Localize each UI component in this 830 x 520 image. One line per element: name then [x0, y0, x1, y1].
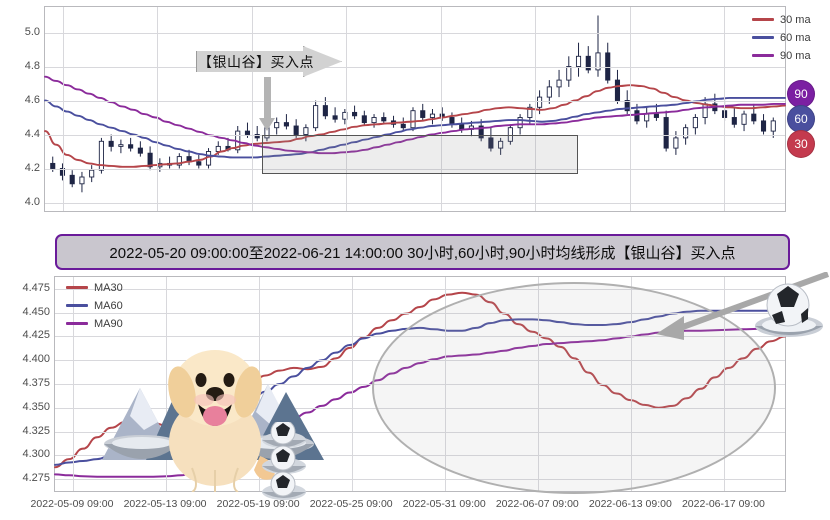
gridline	[55, 431, 785, 433]
y-axis-tick-label: 4.425	[22, 329, 50, 342]
gridline	[55, 455, 785, 457]
legend-label: 30 ma	[780, 13, 811, 26]
y-axis-tick-label: 4.375	[22, 377, 50, 389]
bottom-chart-plot-area	[54, 276, 786, 492]
vertical-gridline	[724, 277, 726, 491]
y-axis-tick-label: 4.2	[24, 161, 40, 174]
vertical-gridline	[352, 277, 354, 491]
vertical-gridline	[157, 7, 159, 211]
vertical-gridline	[259, 277, 261, 491]
vertical-gridline	[251, 7, 253, 211]
ma30-badge-label: 30	[794, 137, 808, 151]
legend-label: 60 ma	[780, 31, 811, 44]
ma-line-ma60	[54, 309, 786, 466]
y-axis-tick-label: 4.6	[24, 93, 40, 106]
vertical-gridline	[63, 7, 64, 211]
silver-valley-summary-banner: 2022-05-20 09:00:00至2022-06-21 14:00:00 …	[55, 234, 790, 270]
vertical-gridline	[445, 277, 447, 491]
legend-swatch-icon	[66, 286, 88, 289]
vertical-gridline	[629, 7, 631, 211]
x-axis-tick-label: 2022-05-25 09:00	[309, 498, 393, 510]
buy-point-callout-label: 【银山谷】买入点	[198, 53, 314, 70]
legend-label: 90 ma	[780, 49, 811, 62]
gridline	[55, 288, 785, 290]
top-chart-series-canvas	[44, 15, 786, 193]
gridline	[45, 168, 785, 170]
ma-line-60ma	[44, 96, 786, 159]
bottom-chart-legend: MA30 MA60 MA90	[66, 280, 146, 334]
bottom-legend-item[interactable]: MA90	[66, 316, 146, 331]
callout-arrow-head-icon	[259, 118, 275, 131]
ma60-badge-label: 60	[794, 112, 808, 126]
ma90-badge-label: 90	[794, 87, 808, 101]
y-axis-tick-label: 4.400	[22, 353, 50, 366]
vertical-gridline	[440, 7, 442, 211]
gridline	[55, 312, 785, 314]
vertical-gridline	[73, 277, 74, 491]
x-axis-tick-label: 2022-05-13 09:00	[123, 498, 207, 510]
legend-label: MA90	[94, 317, 123, 330]
x-axis-tick-label: 2022-06-17 09:00	[681, 498, 765, 510]
vertical-gridline	[346, 7, 348, 211]
top-legend-item[interactable]: 90 ma	[752, 48, 826, 63]
legend-swatch-icon	[66, 322, 88, 325]
y-axis-tick-label: 4.275	[22, 472, 50, 485]
y-axis-tick-label: 4.8	[24, 59, 40, 72]
legend-label: MA60	[94, 299, 123, 312]
gridline	[45, 32, 785, 34]
legend-swatch-icon	[752, 18, 774, 21]
vertical-gridline	[535, 7, 537, 211]
callout-arrow-stem	[264, 77, 271, 123]
y-axis-tick-label: 4.325	[22, 424, 50, 437]
silver-valley-highlight-box	[262, 135, 578, 174]
y-axis-tick-label: 4.475	[22, 281, 50, 294]
gridline	[45, 66, 785, 68]
y-axis-tick-label: 4.450	[22, 305, 50, 318]
banner-text: 2022-05-20 09:00:00至2022-06-21 14:00:00 …	[109, 244, 736, 262]
legend-label: MA30	[94, 281, 123, 294]
y-axis-tick-label: 4.300	[22, 448, 50, 461]
y-axis-tick-label: 4.4	[24, 127, 40, 140]
legend-swatch-icon	[752, 54, 774, 57]
x-axis-tick-label: 2022-06-13 09:00	[588, 498, 672, 510]
y-axis-tick-label: 5.0	[24, 25, 40, 38]
gridline	[55, 384, 785, 385]
x-axis-tick-label: 2022-05-31 09:00	[402, 498, 486, 510]
legend-swatch-icon	[752, 36, 774, 39]
ma-line-90ma	[44, 75, 786, 155]
x-axis-tick-label: 2022-05-09 09:00	[30, 498, 114, 510]
price-chart-panel: 5.0 4.8 4.6 4.4 4.2 4.0 【银山谷】买入点 30 ma 60 ma 90…	[0, 0, 830, 228]
vertical-gridline	[538, 277, 540, 491]
ma90-badge: 90	[787, 80, 815, 108]
legend-swatch-icon	[66, 304, 88, 307]
bottom-legend-item[interactable]: MA60	[66, 298, 146, 313]
x-axis-tick-label: 2022-05-19 09:00	[216, 498, 300, 510]
gridline	[55, 407, 785, 409]
vertical-gridline	[166, 277, 168, 491]
gridline	[55, 479, 785, 481]
y-axis-tick-label: 4.350	[22, 400, 50, 413]
top-legend-item[interactable]: 60 ma	[752, 30, 826, 45]
bottom-chart-x-axis: 2022-05-09 09:00 2022-05-13 09:00 2022-05-…	[0, 496, 830, 516]
gridline	[55, 336, 785, 338]
gridline	[45, 202, 785, 204]
ma30-badge: 30	[787, 130, 815, 158]
vertical-gridline	[631, 277, 633, 491]
top-chart-plot-area	[44, 6, 786, 212]
top-chart-legend: 30 ma 60 ma 90 ma	[752, 12, 826, 66]
top-chart-y-axis: 5.0 4.8 4.6 4.4 4.2 4.0	[0, 6, 40, 212]
gridline	[55, 360, 785, 362]
top-legend-item[interactable]: 30 ma	[752, 12, 826, 27]
vertical-gridline	[723, 7, 725, 211]
y-axis-tick-label: 4.0	[24, 195, 40, 208]
gridline	[45, 100, 785, 102]
x-axis-tick-label: 2022-06-07 09:00	[495, 498, 579, 510]
moving-average-chart-panel: 4.475 4.450 4.425 4.400 4.375 4.350 4.325 4.300…	[0, 272, 830, 520]
bottom-chart-y-axis: 4.475 4.450 4.425 4.400 4.375 4.350 4.325 4.300…	[0, 276, 50, 492]
ma-line-30ma	[44, 84, 786, 168]
bottom-legend-item[interactable]: MA30	[66, 280, 146, 295]
ma60-badge: 60	[787, 105, 815, 133]
ma-line-ma30	[54, 291, 786, 469]
